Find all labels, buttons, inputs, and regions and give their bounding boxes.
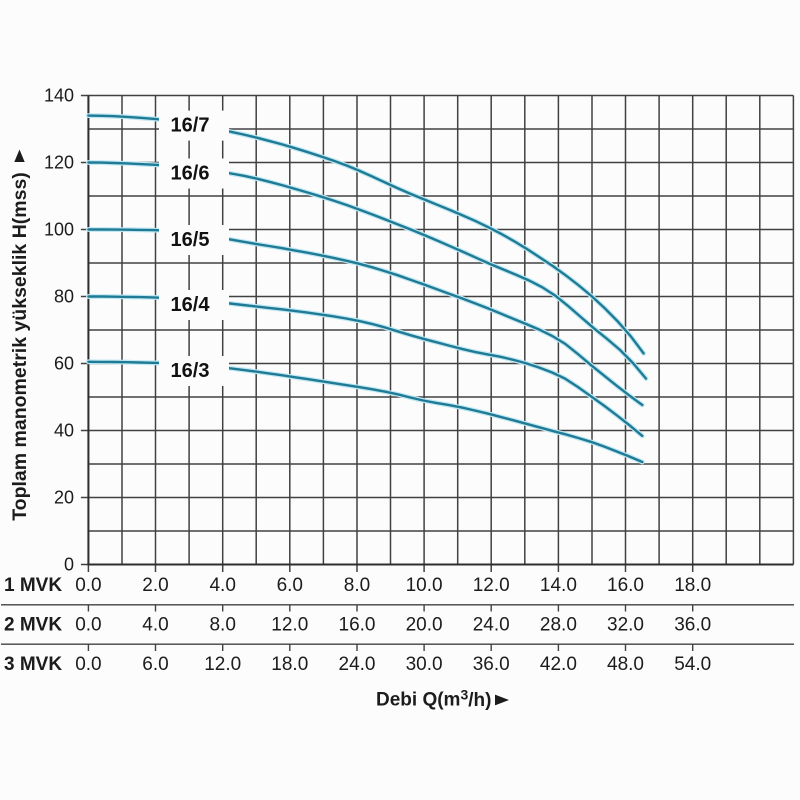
svg-text:36.0: 36.0 [473,654,510,675]
svg-text:14.0: 14.0 [540,575,577,596]
svg-text:Debi Q(m3/h): Debi Q(m3/h) [376,687,491,711]
svg-text:20.0: 20.0 [406,614,443,635]
svg-text:28.0: 28.0 [540,614,577,635]
svg-text:12.0: 12.0 [204,654,241,675]
svg-text:12.0: 12.0 [473,575,510,596]
svg-text:36.0: 36.0 [674,614,711,635]
svg-text:6.0: 6.0 [277,575,303,596]
svg-text:6.0: 6.0 [142,654,168,675]
svg-text:100: 100 [44,220,74,240]
svg-text:40: 40 [54,421,74,441]
svg-text:8.0: 8.0 [209,614,235,635]
svg-text:8.0: 8.0 [344,575,370,596]
svg-text:16.0: 16.0 [607,575,644,596]
svg-text:18.0: 18.0 [271,654,308,675]
svg-text:48.0: 48.0 [607,654,644,675]
svg-text:Toplam manometrik yükseklik H(: Toplam manometrik yükseklik H(mss) [9,172,31,521]
svg-text:0.0: 0.0 [75,654,101,675]
svg-text:120: 120 [44,153,74,173]
svg-text:16/5: 16/5 [171,229,210,251]
svg-text:16/6: 16/6 [171,163,210,185]
svg-text:3 MVK: 3 MVK [4,654,62,675]
svg-text:10.0: 10.0 [406,575,443,596]
svg-text:1 MVK: 1 MVK [4,575,62,596]
svg-text:42.0: 42.0 [540,654,577,675]
svg-text:16/4: 16/4 [171,294,211,316]
svg-text:2 MVK: 2 MVK [4,614,62,635]
svg-text:16.0: 16.0 [339,614,376,635]
svg-text:0.0: 0.0 [75,614,101,635]
svg-text:140: 140 [44,86,74,106]
svg-text:30.0: 30.0 [406,654,443,675]
svg-text:0: 0 [64,555,74,575]
svg-text:20: 20 [54,488,74,508]
svg-text:54.0: 54.0 [674,654,711,675]
svg-text:32.0: 32.0 [607,614,644,635]
svg-text:24.0: 24.0 [339,654,376,675]
svg-text:4.0: 4.0 [209,575,235,596]
svg-text:16/7: 16/7 [171,115,210,137]
svg-text:2.0: 2.0 [142,575,168,596]
svg-text:12.0: 12.0 [271,614,308,635]
svg-text:24.0: 24.0 [473,614,510,635]
svg-text:18.0: 18.0 [674,575,711,596]
svg-text:4.0: 4.0 [142,614,168,635]
svg-text:80: 80 [54,287,74,307]
svg-text:0.0: 0.0 [75,575,101,596]
svg-text:16/3: 16/3 [171,360,210,382]
svg-text:60: 60 [54,354,74,374]
